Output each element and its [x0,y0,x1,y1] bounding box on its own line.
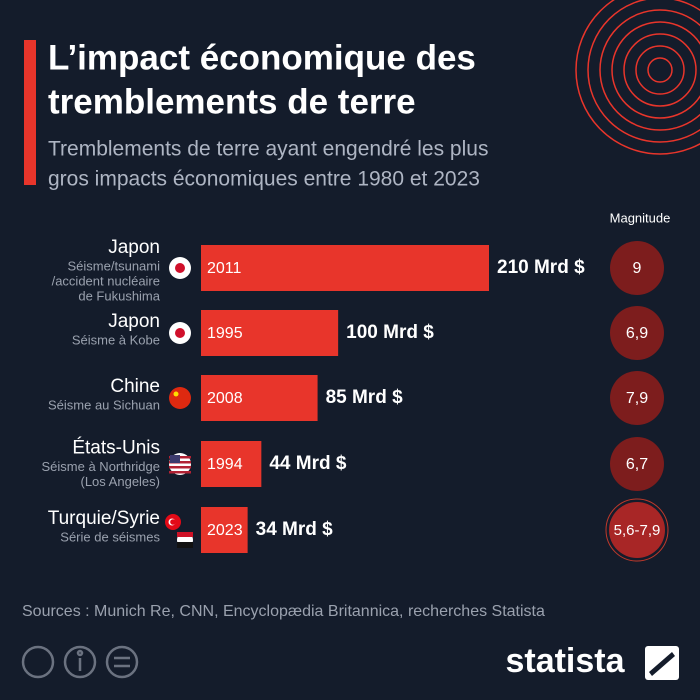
bar [201,441,262,487]
magnitude-label: 6,9 [626,325,648,342]
chart-subtitle: gros impacts économiques entre 1980 et 2… [48,168,480,191]
flag [177,542,193,548]
category-label: Turquie/Syrie [48,508,160,529]
brand-logo-mark [649,652,675,676]
magnitude-label: 6,7 [626,456,648,473]
year-label: 2023 [207,522,243,539]
bar [201,310,339,356]
magnitude-circle [610,306,664,360]
chart-title: tremblements de terre [48,82,416,121]
flag [175,328,185,338]
magnitude-label: 7,9 [626,390,648,407]
bar [201,375,318,421]
flag [173,391,179,397]
magnitude-circle [610,241,664,295]
flag [170,519,176,525]
magnitude-circle [610,371,664,425]
source: Sources : Munich Re, CNN, Encyclopædia B… [22,603,545,620]
flag [169,466,191,469]
chart-subtitle: Tremblements de terre ayant engendré les… [48,138,488,161]
category-label: Japon [108,311,160,332]
value-label: 100 Mrd $ [346,322,434,343]
category-note: /accident nucléaire [52,273,160,288]
flag [170,455,180,463]
bar [201,245,489,291]
category-note: de Fukushima [78,288,160,303]
category-note: Séisme au Sichuan [48,397,160,412]
value-label: 44 Mrd $ [269,453,347,474]
category-label: Chine [110,376,160,397]
magnitude-label: 9 [633,260,642,277]
brand: statista [505,642,625,680]
category-label: Japon [108,237,160,258]
magnitude-ring [605,498,669,562]
value-label: 34 Mrd $ [256,519,334,540]
flag [169,387,191,409]
license-icons [21,645,139,679]
seismic-rings [575,0,700,155]
category-label: États-Unis [72,438,160,459]
accent-bar [24,40,36,185]
year-label: 1994 [207,456,243,473]
chart-title: L’impact économique des [48,38,476,77]
value-label: 85 Mrd $ [326,387,404,408]
year-label: 2008 [207,390,243,407]
category-note: Série de séismes [60,529,160,544]
flag [175,263,185,273]
bar [201,507,248,553]
magnitude-circle [610,437,664,491]
flag [169,471,191,474]
magnitude-header: Magnitude [610,210,671,225]
magnitude-circle [609,502,665,558]
category-note: Séisme à Northridge [42,459,161,474]
category-note: Séisme/tsunami [68,258,161,273]
value-label: 210 Mrd $ [497,257,585,278]
category-note: Séisme à Kobe [72,332,160,347]
magnitude-label: 5,6-7,9 [614,522,661,539]
category-note: (Los Angeles) [81,474,161,489]
flag [177,532,193,537]
year-label: 2011 [207,260,242,277]
year-label: 1995 [207,325,243,342]
